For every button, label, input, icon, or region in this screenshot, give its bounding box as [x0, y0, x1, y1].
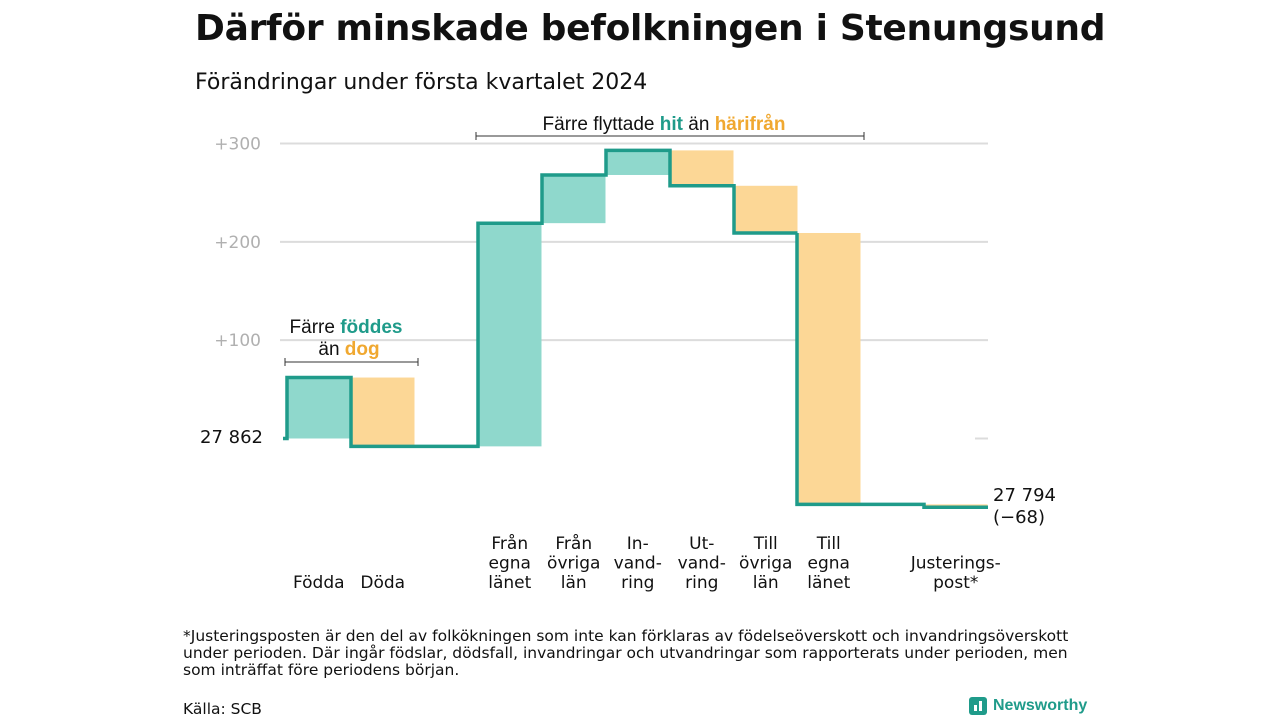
y-tick-label: +300: [214, 135, 261, 155]
category-label: Födda: [293, 573, 345, 593]
category-label: Ut-vand-ring: [678, 534, 726, 593]
waterfall-bar: [734, 185, 798, 233]
waterfall-bar: [670, 150, 734, 186]
change-value-label: (−68): [993, 507, 1045, 528]
grid-layer: [280, 142, 988, 440]
category-label: Justerings-post*: [910, 554, 1001, 594]
waterfall-chart: +300 +200 +100 Födda Döda Från egna länet Från öv…: [200, 114, 1056, 593]
y-tick-label: +200: [214, 233, 261, 253]
waterfall-bar: [351, 377, 415, 447]
category-label: Från egna länet: [488, 533, 531, 593]
cumulative-step-line: [283, 148, 988, 510]
waterfall-bar: [478, 223, 542, 447]
waterfall-bar: [542, 174, 606, 224]
footnote: *Justeringsposten är den del av folkökni…: [183, 627, 1069, 679]
label-layer: +300 +200 +100 Födda Döda Från egna länet Från öv…: [200, 135, 1056, 593]
bar-layer: [287, 150, 988, 508]
start-value-label: 27 862: [200, 427, 263, 448]
bar-chart-icon: [969, 697, 987, 715]
y-tick-label: +100: [214, 331, 261, 351]
annotation-migration-line: Färre flyttade hit än härifrån: [543, 114, 786, 135]
category-label: Till övriga län: [739, 534, 792, 593]
line-layer: [283, 148, 988, 510]
waterfall-bar: [606, 150, 670, 175]
chart-subtitle: Förändringar under första kvartalet 2024: [195, 70, 648, 95]
end-value-label: 27 794: [993, 485, 1056, 506]
waterfall-bar: [797, 232, 861, 505]
brand-logo: Newsworthy: [969, 697, 1087, 715]
waterfall-bar: [287, 377, 351, 439]
brand-name: Newsworthy: [993, 697, 1088, 714]
source-note: Källa: SCB: [183, 700, 262, 718]
chart-title: Därför minskade befolkningen i Stenungsu…: [195, 8, 1106, 49]
category-label: In-vand-ring: [614, 534, 662, 593]
annotation-births-line1: Färre föddes: [290, 317, 403, 338]
annotation-births-line2: än dog: [318, 339, 379, 360]
category-label: Till egna länet: [807, 534, 850, 593]
category-label: Döda: [360, 573, 405, 593]
category-label: Från övriga län: [547, 533, 600, 593]
